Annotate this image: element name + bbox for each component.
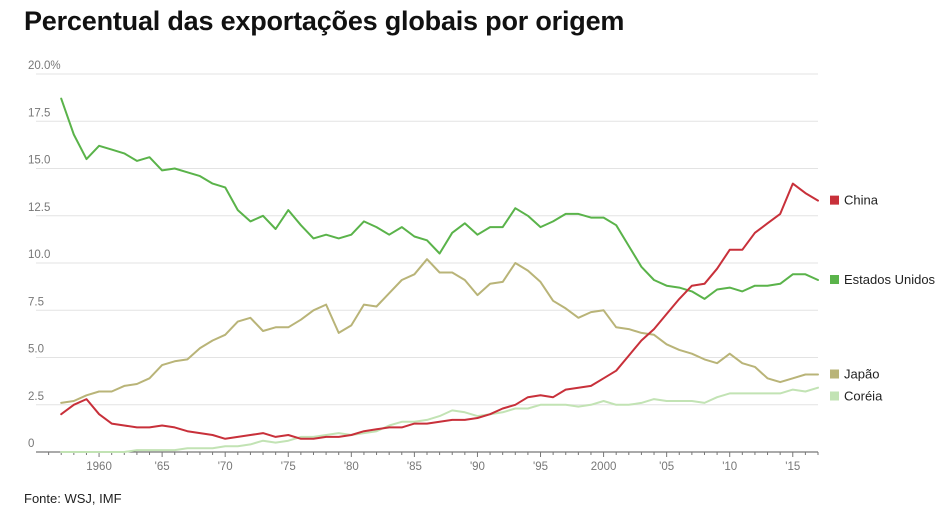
x-tick-label: '90	[470, 461, 485, 473]
chart-title: Percentual das exportações globais por o…	[24, 6, 625, 36]
y-tick-label: 10.0	[28, 249, 50, 261]
series-line-china	[60, 182, 819, 440]
x-tick-label: '95	[533, 461, 548, 473]
legend-label-jap-o: Japão	[844, 367, 879, 382]
axes: 0 2.5 5.0 7.5 10.0 12.5 15.0 17.5 20.0% 1960 '65 '7…	[28, 60, 819, 473]
x-tick-label: '75	[281, 461, 296, 473]
x-tick-label: 2000	[591, 461, 617, 473]
y-tick-label: 17.5	[28, 107, 50, 119]
series-lines	[60, 97, 819, 453]
source-note: Fonte: WSJ, IMF	[24, 491, 122, 506]
legend-swatch-china	[830, 195, 839, 205]
x-tick-label: '65	[155, 461, 170, 473]
legend-swatch-estados-unidos	[830, 275, 839, 285]
x-tick-label: '80	[344, 461, 359, 473]
y-tick-label: 5.0	[28, 344, 44, 356]
legend: China Estados Unidos Japão Coréia	[830, 193, 936, 404]
x-tick-label: '85	[407, 461, 422, 473]
series-line-cor-ia	[60, 386, 819, 453]
series-line-estados-unidos	[60, 97, 819, 300]
x-tick-label: '70	[218, 461, 233, 473]
y-tick-label: 12.5	[28, 202, 50, 214]
x-tick-label: '10	[722, 461, 737, 473]
y-tick-label: 20.0%	[28, 60, 61, 72]
legend-label-estados-unidos: Estados Unidos	[844, 272, 936, 287]
gridlines	[36, 73, 818, 406]
x-tick-label: '15	[785, 461, 800, 473]
legend-swatch-jap-o	[830, 369, 839, 379]
x-tick-label: 1960	[86, 461, 112, 473]
y-tick-label: 15.0	[28, 155, 50, 167]
legend-label-cor-ia: Coréia	[844, 389, 883, 404]
x-tick-label: '05	[659, 461, 674, 473]
y-tick-label: 0	[28, 438, 34, 450]
legend-label-china: China	[844, 193, 879, 208]
series-line-jap-o	[60, 258, 819, 404]
y-tick-label: 7.5	[28, 296, 44, 308]
y-tick-label: 2.5	[28, 391, 44, 403]
legend-swatch-cor-ia	[830, 391, 839, 401]
